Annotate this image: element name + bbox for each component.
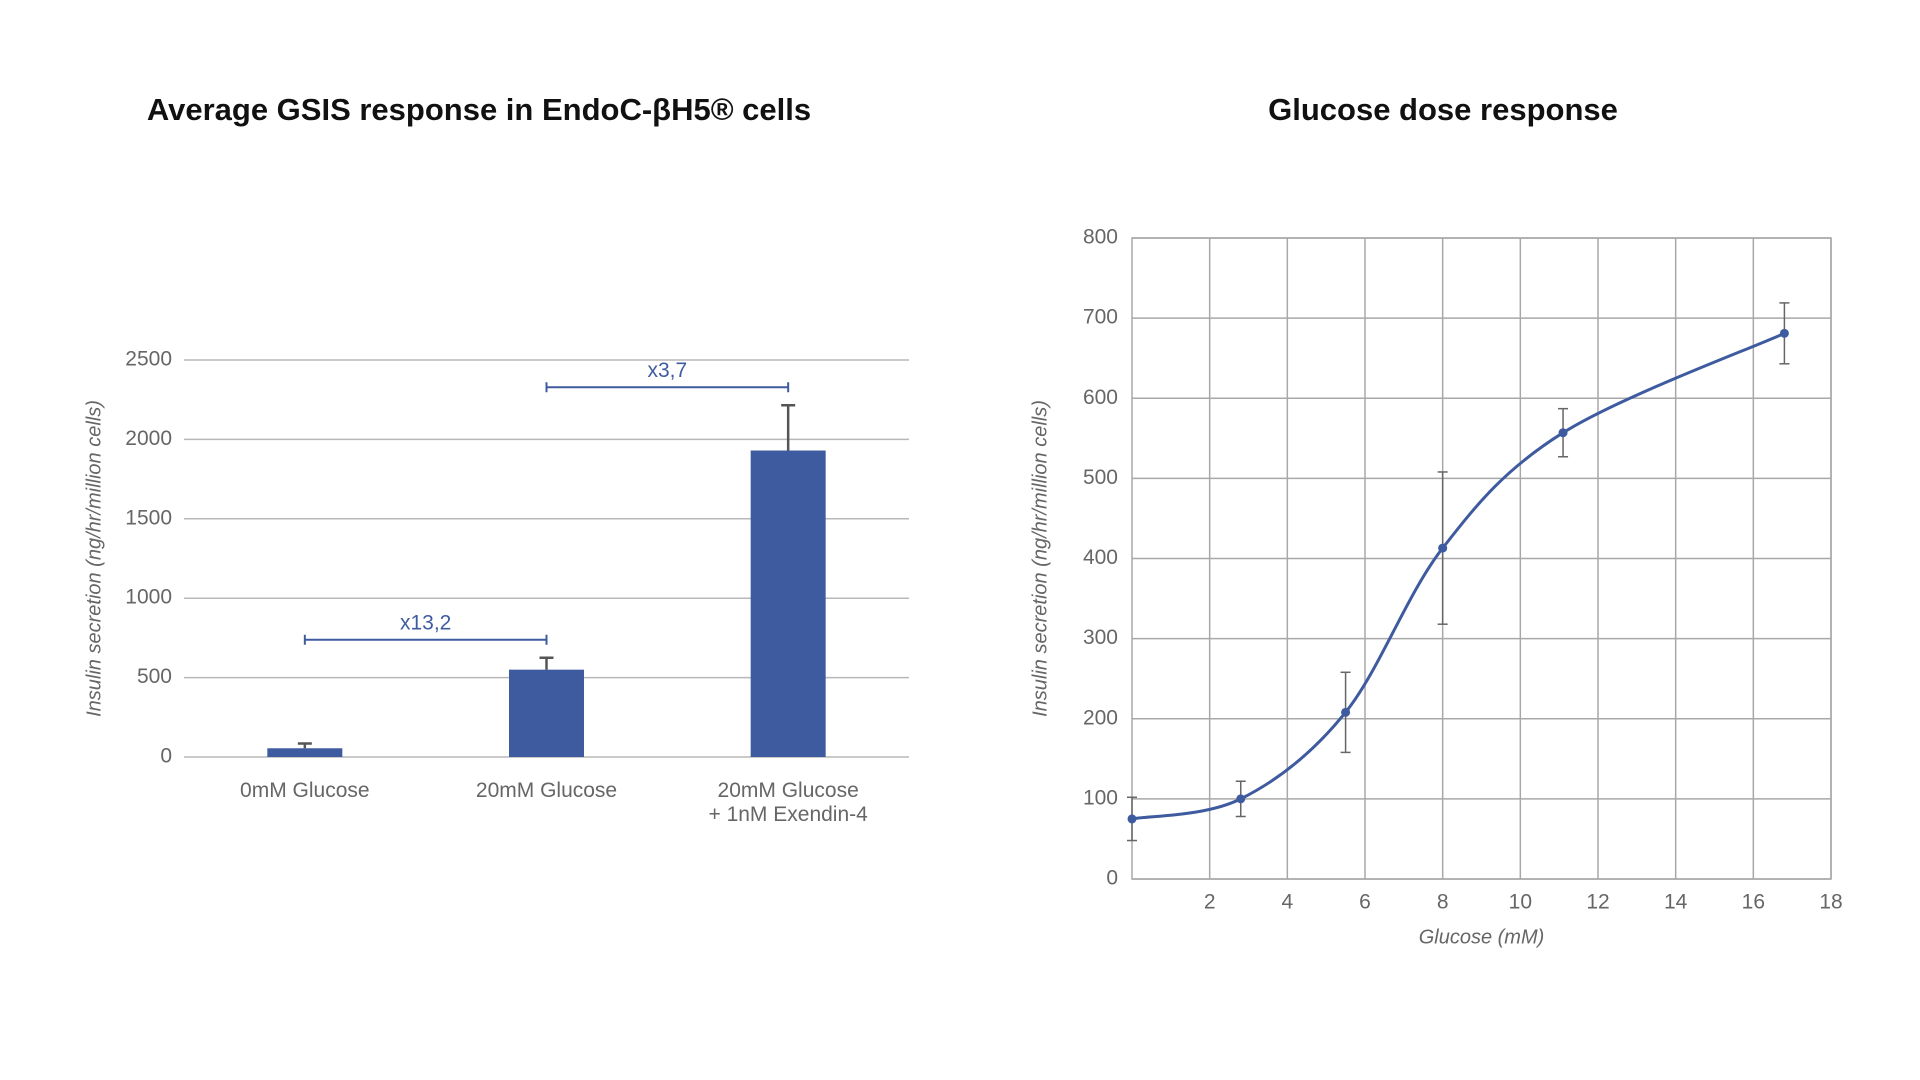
x-tick-label: 8	[1437, 891, 1449, 914]
y-axis-label: Insulin secretion (ng/hr/million cells)	[83, 400, 105, 717]
y-tick-label: 600	[1083, 386, 1118, 409]
bar	[267, 748, 343, 757]
point	[1438, 543, 1448, 553]
point	[1341, 707, 1351, 717]
y-tick-label: 800	[1083, 226, 1118, 249]
line	[1131, 331, 1786, 821]
y-tick-label: 1500	[125, 506, 172, 529]
y-tick-label: 0	[160, 745, 172, 768]
bar	[509, 669, 584, 757]
y-tick-label: 2500	[125, 348, 172, 371]
point	[1558, 428, 1568, 438]
y-tick-label: 1000	[125, 586, 172, 609]
x-tick-label: 0mM Glucose	[240, 779, 370, 802]
annotation: x3,7	[647, 359, 687, 382]
y-tick-label: 400	[1083, 546, 1118, 569]
y-axis-label: Insulin secretion (ng/hr/million cells)	[1029, 400, 1051, 717]
y-tick-label: 700	[1083, 306, 1118, 329]
x-tick-label: 16	[1742, 891, 1765, 914]
chart-title: Average GSIS response in EndoC-βH5® cell…	[147, 92, 811, 127]
y-tick-label: 200	[1083, 706, 1118, 729]
x-tick-label: 18	[1819, 891, 1842, 914]
x-tick-label: 4	[1281, 891, 1293, 914]
point	[1127, 814, 1137, 824]
chart-title: Glucose dose response	[1268, 92, 1618, 127]
x-tick-label: 14	[1664, 891, 1688, 914]
x-tick-label: 12	[1586, 891, 1609, 914]
x-axis-label: Glucose (mM)	[1419, 926, 1545, 948]
point	[1779, 328, 1789, 338]
y-tick-label: 500	[1083, 466, 1118, 489]
y-tick-label: 100	[1083, 786, 1118, 809]
point	[1236, 794, 1246, 804]
annotation: x13,2	[400, 611, 451, 634]
y-tick-label: 500	[137, 665, 172, 688]
bar	[750, 450, 826, 757]
y-tick-label: 300	[1083, 626, 1118, 649]
x-tick-label: 6	[1359, 891, 1371, 914]
y-tick-label: 2000	[125, 427, 172, 450]
x-tick-label: 2	[1204, 891, 1216, 914]
x-tick-label: 10	[1509, 891, 1532, 914]
x-tick-label: 20mM Glucose	[475, 779, 618, 802]
x-tick-label: 20mM Glucose + 1nM Exendin-4	[708, 779, 868, 826]
y-tick-label: 0	[1106, 867, 1118, 890]
